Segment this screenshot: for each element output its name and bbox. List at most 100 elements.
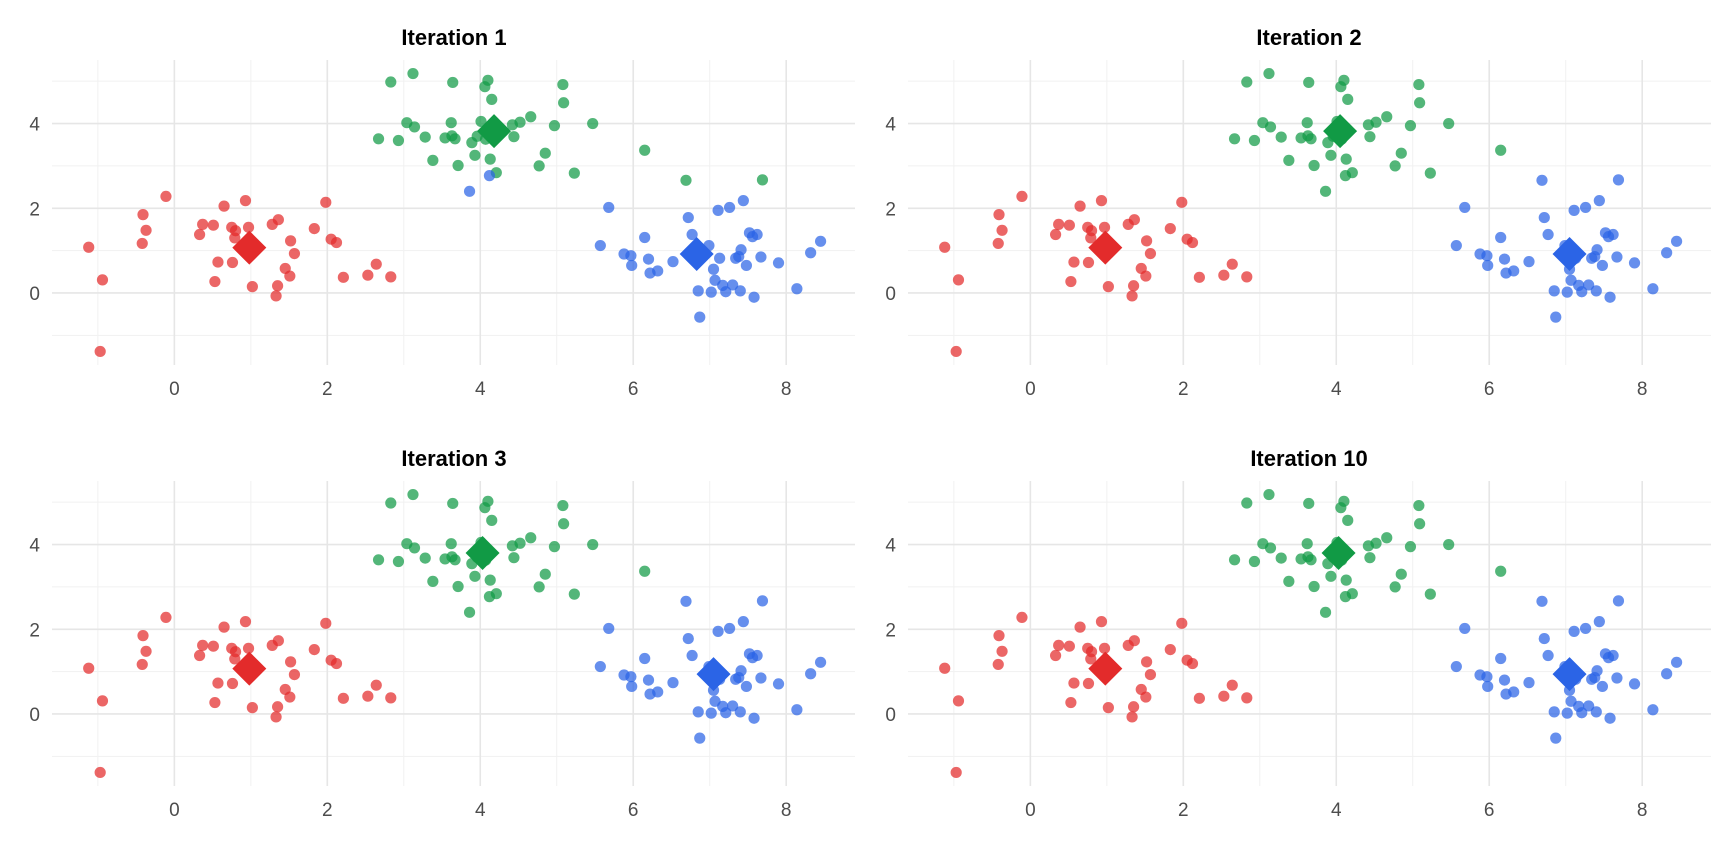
data-point-cluster-2 xyxy=(1308,580,1320,593)
y-tick-label: 2 xyxy=(885,620,896,641)
data-point-cluster-2 xyxy=(548,120,561,132)
data-point-cluster-2 xyxy=(1413,499,1425,512)
y-tick-label: 0 xyxy=(29,284,40,305)
data-point-cluster-3 xyxy=(603,201,615,214)
data-point-cluster-3 xyxy=(740,680,753,693)
data-point-cluster-1 xyxy=(993,630,1005,642)
data-point-cluster-1 xyxy=(1082,256,1095,269)
x-tick-label: 4 xyxy=(475,379,486,400)
data-point-cluster-2 xyxy=(1248,555,1261,568)
data-point-cluster-2 xyxy=(1414,97,1426,109)
y-tick-label: 2 xyxy=(885,199,896,220)
data-point-cluster-3 xyxy=(694,732,706,744)
data-point-cluster-2 xyxy=(1342,514,1354,526)
data-point-cluster-1 xyxy=(1241,692,1253,704)
data-point-cluster-1 xyxy=(330,657,343,670)
panel-4: 0 2 4 6 8 0 2 4 Iteration 10 xyxy=(885,446,1711,821)
data-point-cluster-1 xyxy=(96,274,109,286)
y-tick-label: 4 xyxy=(29,536,40,557)
centroid-cluster-2 xyxy=(1323,114,1358,149)
data-point-cluster-1 xyxy=(94,345,106,358)
data-point-cluster-2 xyxy=(1424,167,1436,179)
centroid-cluster-3 xyxy=(1552,657,1587,692)
data-point-cluster-2 xyxy=(1264,542,1277,554)
panel-2: 0 2 4 6 8 0 2 4 Iteration 2 xyxy=(885,25,1711,400)
data-point-cluster-1 xyxy=(1098,221,1111,233)
y-tick-label: 0 xyxy=(885,705,896,726)
y-tick-label: 2 xyxy=(29,199,40,220)
data-point-cluster-3 xyxy=(625,671,637,683)
data-point-cluster-1 xyxy=(939,662,951,674)
data-point-cluster-2 xyxy=(463,606,476,618)
data-point-cluster-3 xyxy=(463,185,476,197)
data-point-cluster-3 xyxy=(1508,265,1520,277)
data-point-cluster-3 xyxy=(483,170,496,182)
data-point-cluster-3 xyxy=(1661,247,1673,259)
data-point-cluster-2 xyxy=(447,76,459,89)
data-point-cluster-1 xyxy=(239,616,252,628)
data-point-cluster-3 xyxy=(772,257,785,269)
data-point-cluster-1 xyxy=(308,222,320,235)
data-point-cluster-2 xyxy=(533,581,545,593)
data-point-cluster-2 xyxy=(392,555,405,568)
data-point-cluster-1 xyxy=(1144,668,1157,681)
data-point-cluster-2 xyxy=(1263,67,1275,80)
data-point-cluster-3 xyxy=(667,677,679,689)
data-point-cluster-3 xyxy=(686,228,698,241)
data-point-cluster-1 xyxy=(272,280,284,292)
x-tick-label: 6 xyxy=(628,800,639,821)
data-point-cluster-3 xyxy=(751,228,763,241)
data-point-cluster-2 xyxy=(1275,552,1287,564)
data-point-cluster-3 xyxy=(1548,285,1560,297)
data-point-cluster-3 xyxy=(1508,686,1520,698)
data-point-cluster-2 xyxy=(1364,131,1376,143)
data-point-cluster-2 xyxy=(452,159,464,172)
data-point-cluster-3 xyxy=(692,706,704,718)
data-point-cluster-1 xyxy=(950,345,962,358)
data-point-cluster-2 xyxy=(469,570,481,582)
data-point-cluster-1 xyxy=(239,195,252,207)
data-point-cluster-1 xyxy=(1085,653,1097,665)
data-point-cluster-1 xyxy=(284,691,296,703)
data-point-cluster-1 xyxy=(160,190,172,203)
data-point-cluster-3 xyxy=(720,707,732,719)
data-point-cluster-2 xyxy=(445,538,457,550)
data-point-cluster-2 xyxy=(482,74,494,86)
data-point-cluster-1 xyxy=(1082,677,1095,690)
data-point-cluster-3 xyxy=(1661,668,1673,680)
data-point-cluster-1 xyxy=(226,256,239,269)
data-point-cluster-2 xyxy=(756,174,769,186)
data-point-cluster-3 xyxy=(626,680,638,693)
data-point-cluster-1 xyxy=(226,677,239,690)
data-point-cluster-3 xyxy=(1498,253,1511,265)
data-point-cluster-1 xyxy=(1141,235,1153,247)
data-point-cluster-1 xyxy=(996,645,1008,657)
data-point-cluster-2 xyxy=(533,160,545,172)
data-point-cluster-1 xyxy=(136,237,148,250)
y-tick-label: 4 xyxy=(885,115,896,136)
data-point-cluster-2 xyxy=(1305,554,1317,566)
data-point-cluster-1 xyxy=(1065,275,1077,288)
data-point-cluster-1 xyxy=(96,695,109,707)
data-point-cluster-1 xyxy=(993,209,1005,221)
data-point-cluster-2 xyxy=(558,518,570,530)
data-point-cluster-1 xyxy=(285,656,297,668)
data-point-cluster-3 xyxy=(1550,732,1562,744)
data-point-cluster-2 xyxy=(392,134,405,147)
data-point-cluster-3 xyxy=(1538,632,1550,645)
data-point-cluster-1 xyxy=(285,235,297,247)
x-tick-label: 6 xyxy=(1484,800,1495,821)
data-point-cluster-1 xyxy=(83,662,95,674)
y-tick-label: 4 xyxy=(885,536,896,557)
panel-1: 0 2 4 6 8 0 2 4 Iteration 1 xyxy=(29,25,855,400)
data-point-cluster-2 xyxy=(508,552,520,564)
data-point-cluster-3 xyxy=(692,285,704,297)
data-point-cluster-1 xyxy=(992,237,1004,250)
data-point-cluster-1 xyxy=(270,711,282,723)
data-point-cluster-3 xyxy=(1459,622,1471,635)
data-point-cluster-1 xyxy=(137,630,149,642)
data-point-cluster-1 xyxy=(1128,701,1140,713)
data-point-cluster-2 xyxy=(1424,588,1436,600)
data-point-cluster-3 xyxy=(1542,649,1554,662)
x-tick-label: 6 xyxy=(1484,379,1495,400)
